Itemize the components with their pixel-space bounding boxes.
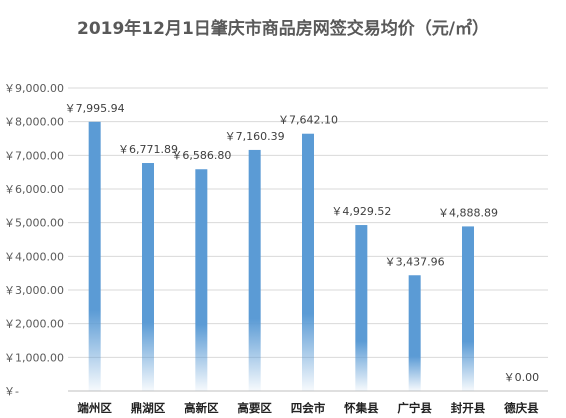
x-tick-label: 高新区 bbox=[184, 401, 219, 415]
x-tick-label: 怀集县 bbox=[344, 401, 379, 415]
bar bbox=[142, 163, 154, 391]
data-label: ￥0.00 bbox=[504, 371, 540, 384]
x-tick-label: 端州区 bbox=[77, 401, 112, 415]
y-tick-label: ￥6,000.00 bbox=[4, 183, 64, 196]
x-tick-label: 高要区 bbox=[237, 401, 272, 415]
x-tick-label: 四会市 bbox=[291, 401, 326, 415]
bar bbox=[355, 225, 368, 391]
data-label: ￥6,586.80 bbox=[171, 149, 231, 162]
y-tick-label: ￥3,000.00 bbox=[4, 284, 64, 297]
x-tick-label: 鼎湖区 bbox=[131, 401, 166, 415]
bar bbox=[195, 169, 208, 391]
bar bbox=[462, 226, 474, 391]
y-tick-label: ￥9,000.00 bbox=[4, 82, 64, 95]
x-tick-label: 封开县 bbox=[451, 401, 486, 415]
y-tick-label: ￥5,000.00 bbox=[4, 217, 64, 230]
y-tick-label: ￥4,000.00 bbox=[4, 250, 64, 263]
data-label: ￥3,437.96 bbox=[385, 255, 445, 268]
chart-title: 2019年12月1日肇庆市商品房网签交易均价（元/㎡） bbox=[76, 19, 489, 39]
bar bbox=[408, 275, 421, 391]
y-tick-label: ￥1,000.00 bbox=[4, 351, 64, 364]
data-label: ￥4,929.52 bbox=[331, 205, 391, 218]
y-tick-label: ￥7,000.00 bbox=[4, 149, 64, 162]
data-label: ￥7,160.39 bbox=[225, 130, 285, 143]
x-tick-label: 德庆县 bbox=[503, 401, 539, 415]
bar bbox=[88, 121, 101, 392]
bar bbox=[302, 133, 314, 391]
y-tick-label: ￥8,000.00 bbox=[4, 116, 64, 129]
data-label: ￥6,771.89 bbox=[118, 143, 178, 156]
data-label: ￥7,995.94 bbox=[65, 102, 125, 115]
x-tick-label: 广宁县 bbox=[397, 401, 432, 415]
data-label: ￥7,642.10 bbox=[278, 114, 338, 127]
y-tick-label: ￥2,000.00 bbox=[4, 318, 64, 331]
data-label: ￥4,888.89 bbox=[438, 206, 498, 219]
y-tick-label: ￥- bbox=[4, 385, 19, 398]
bar bbox=[248, 149, 261, 391]
